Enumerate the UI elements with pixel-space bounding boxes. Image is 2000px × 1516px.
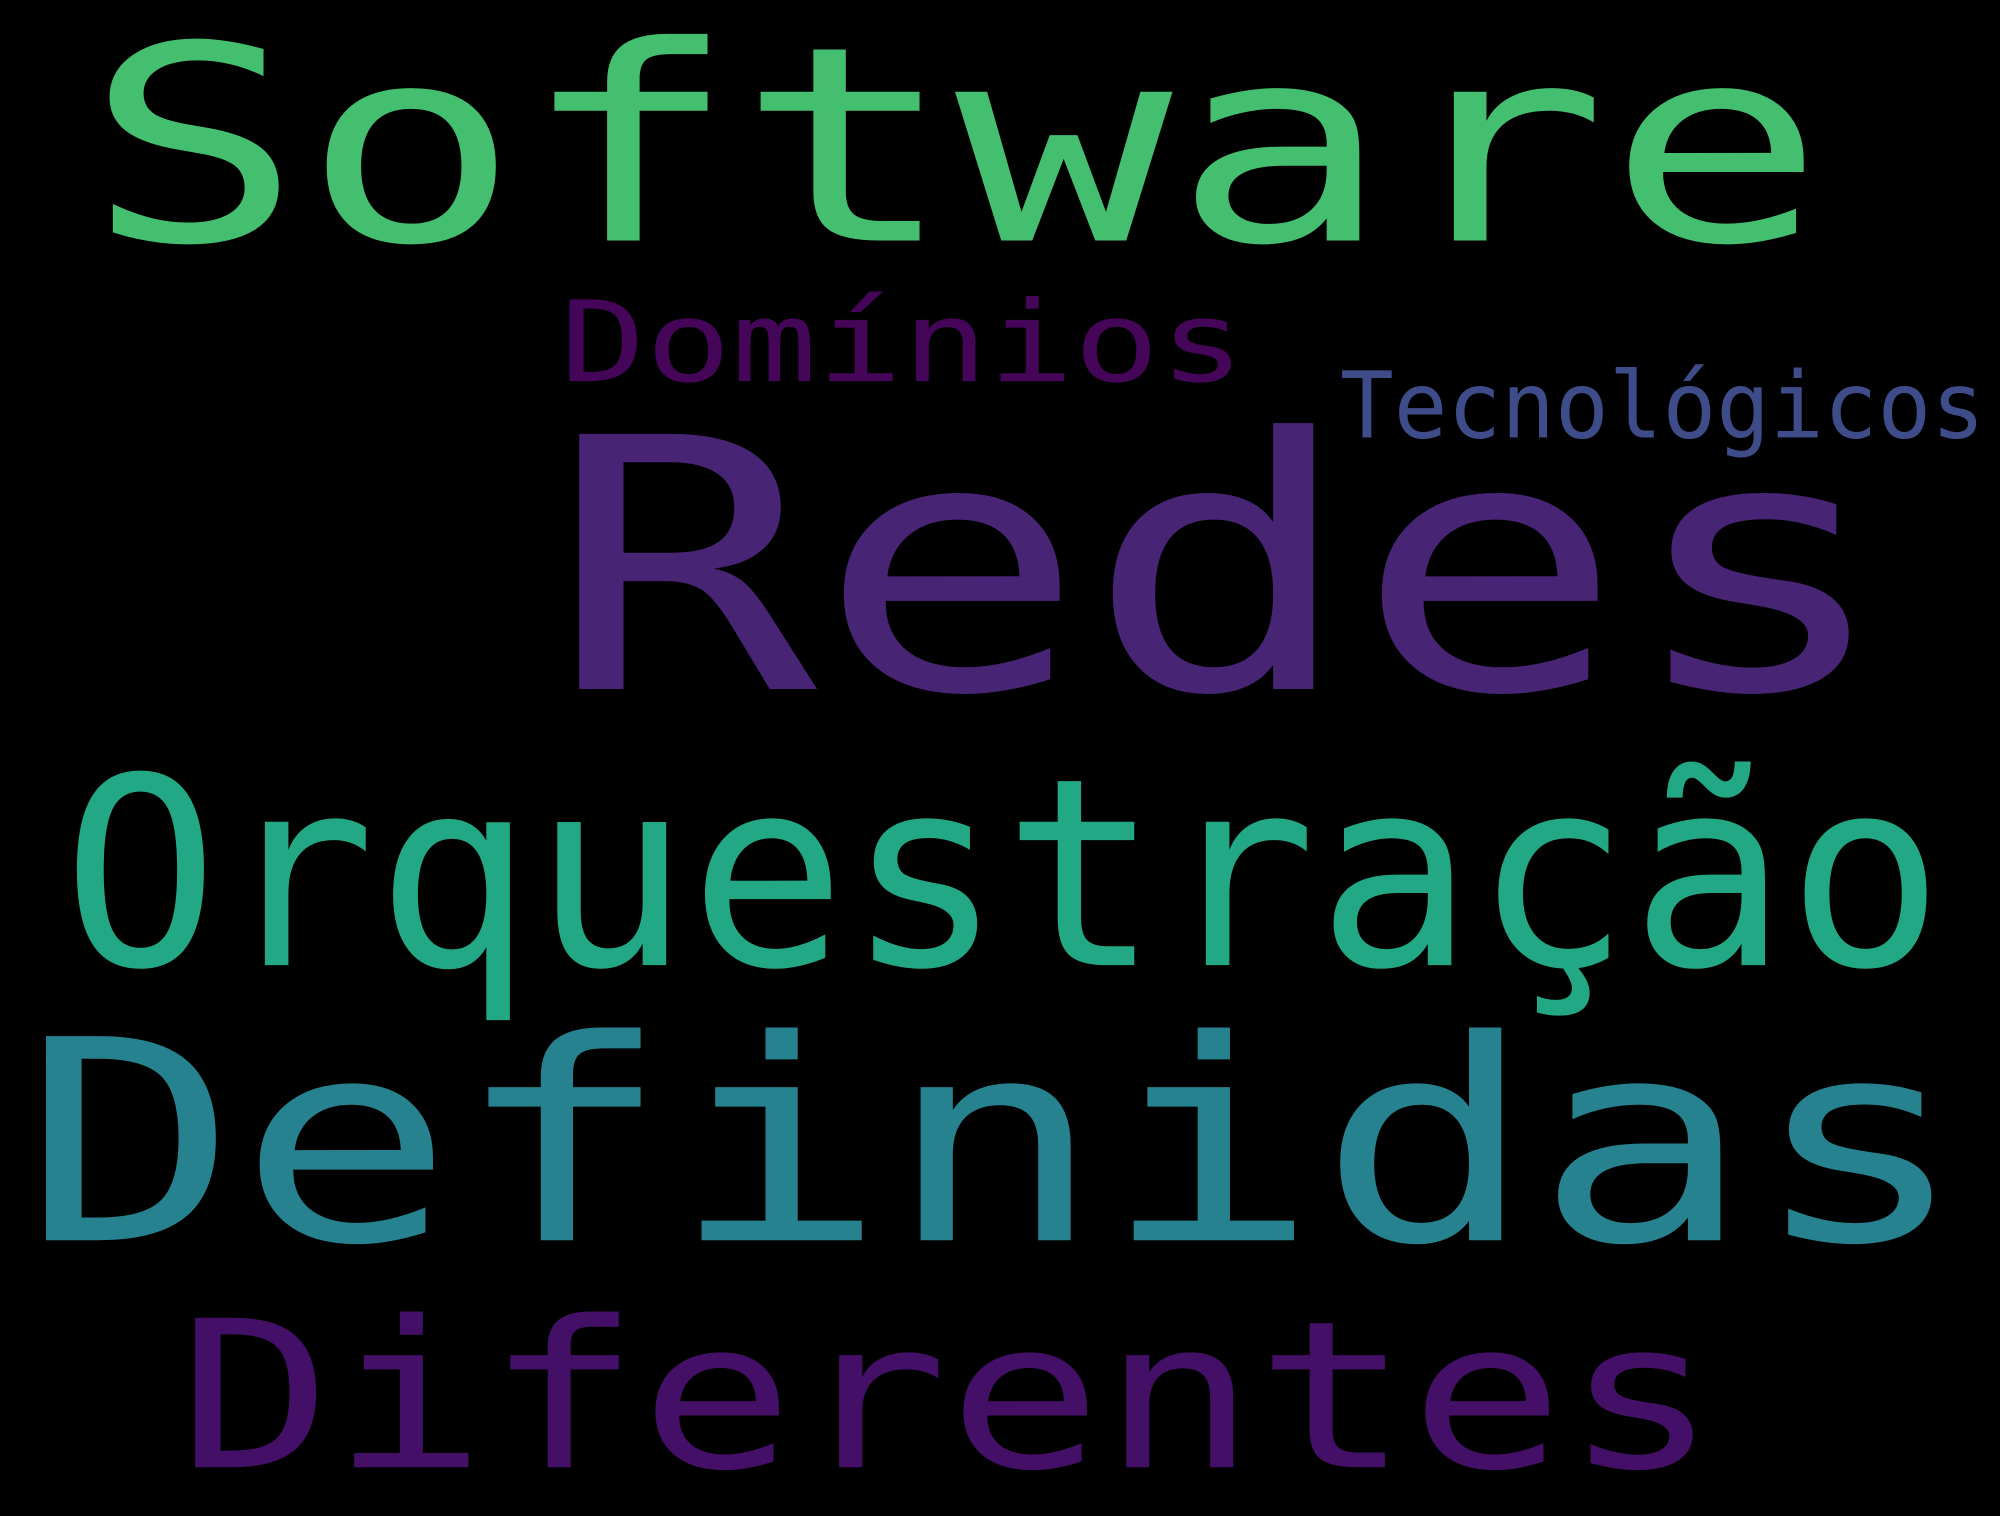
word-definidas: Definidas	[22, 979, 1967, 1308]
word-orquestracao: Orquestração	[62, 721, 1944, 1028]
word-redes: Redes	[548, 363, 1893, 773]
word-software: Software	[85, 0, 1825, 306]
word-diferentes: Diferentes	[178, 1276, 1718, 1516]
word-tecnologicos: Tecnológicos	[1340, 351, 1985, 460]
word-dominios: Domínios	[560, 276, 1245, 408]
